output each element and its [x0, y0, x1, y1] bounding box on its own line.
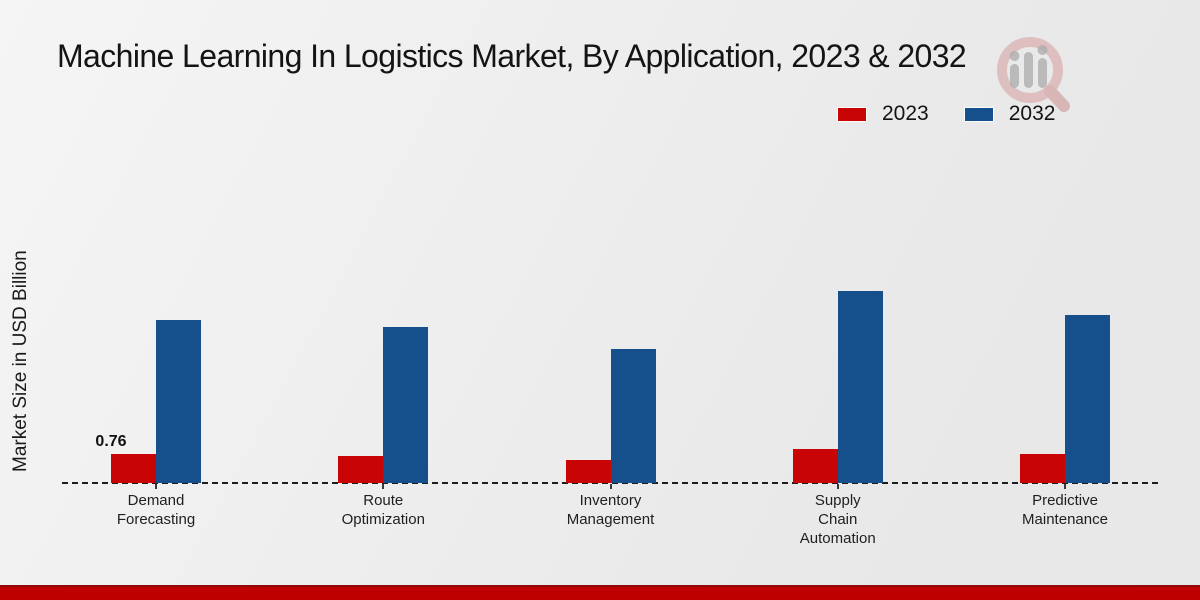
- magnifier-bar-chart-logo-icon: [997, 37, 1070, 112]
- category-label: Inventory Management: [566, 492, 655, 528]
- bar-2032-route-optimization: [383, 327, 429, 483]
- category-label: Route Optimization: [341, 492, 425, 528]
- bar-2023-route-optimization: [338, 456, 384, 483]
- category-label: Predictive Maintenance: [1022, 492, 1108, 528]
- chart-title: Machine Learning In Logistics Market, By…: [57, 38, 967, 74]
- bar-2023-inventory-management: [565, 460, 611, 483]
- bar-2032-demand-forecasting: [156, 320, 201, 483]
- x-axis-tick: [836, 484, 839, 489]
- legend-item-2023: 2023: [837, 102, 929, 126]
- category-label: Demand Forecasting: [116, 492, 196, 528]
- x-axis-tick: [609, 484, 612, 489]
- x-axis-tick: [382, 484, 385, 489]
- bar-2032-predictive-maintenance: [1065, 315, 1110, 483]
- bar-2023-demand-forecasting: [111, 454, 156, 483]
- legend-item-2032: 2032: [963, 102, 1056, 126]
- x-axis-tick: [1064, 484, 1066, 489]
- legend-swatch-2023: [837, 106, 867, 122]
- bar-2023-supply-chain-automation: [792, 449, 838, 483]
- legend-label: 2032: [1008, 102, 1056, 125]
- legend-label: 2023: [882, 102, 929, 125]
- bottom-red-band: [0, 585, 1200, 600]
- legend: 2023 2032: [837, 101, 1056, 127]
- legend-swatch-2032: [963, 106, 994, 122]
- bar-2032-inventory-management: [610, 349, 656, 483]
- bar-2032-supply-chain-automation: [837, 291, 883, 483]
- bar-2023-predictive-maintenance: [1020, 454, 1065, 483]
- x-axis-tick: [155, 484, 157, 489]
- category-label: Supply Chain Automation: [799, 492, 876, 547]
- bar-value-label: 0.76: [95, 433, 127, 450]
- x-axis-baseline: [62, 482, 1158, 484]
